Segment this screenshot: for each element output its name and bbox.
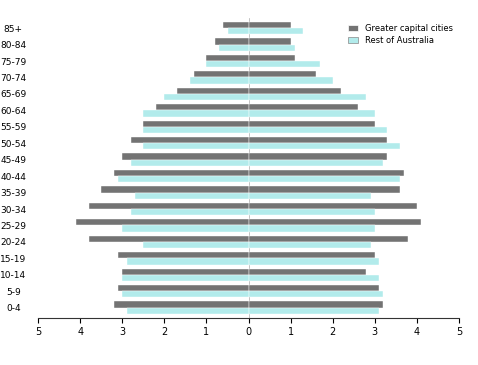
Bar [219, 45, 249, 51]
Bar [206, 55, 249, 61]
Legend: Greater capital cities, Rest of Australia: Greater capital cities, Rest of Australi… [347, 22, 455, 46]
Bar [101, 186, 249, 193]
Bar [131, 160, 249, 166]
Bar [249, 94, 366, 100]
Bar [249, 45, 295, 51]
Bar [249, 77, 333, 84]
Bar [206, 61, 249, 67]
Bar [122, 226, 249, 232]
Bar [249, 285, 379, 291]
Bar [249, 301, 383, 308]
Bar [143, 242, 249, 248]
Bar [164, 94, 249, 100]
Bar [249, 258, 379, 265]
Bar [228, 28, 249, 34]
Bar [177, 88, 249, 94]
Bar [249, 160, 383, 166]
Bar [249, 308, 379, 314]
Bar [190, 77, 249, 84]
Bar [249, 143, 400, 150]
Bar [249, 153, 387, 160]
Bar [194, 71, 249, 77]
Bar [249, 269, 366, 275]
Bar [89, 236, 249, 242]
Bar [249, 236, 408, 242]
Bar [249, 219, 421, 226]
Bar [122, 269, 249, 275]
Bar [249, 38, 291, 45]
Bar [122, 153, 249, 160]
Bar [249, 88, 341, 94]
Bar [249, 61, 320, 67]
Bar [249, 193, 370, 199]
Bar [249, 275, 379, 281]
Bar [135, 193, 249, 199]
Bar [127, 308, 249, 314]
Bar [215, 38, 249, 45]
Bar [249, 127, 387, 133]
Bar [131, 137, 249, 143]
Bar [89, 203, 249, 209]
Bar [114, 170, 249, 176]
Bar [118, 285, 249, 291]
Bar [143, 143, 249, 150]
Bar [249, 291, 383, 297]
Bar [143, 110, 249, 116]
Bar [249, 203, 417, 209]
Bar [249, 242, 370, 248]
Bar [249, 104, 358, 110]
Bar [249, 55, 295, 61]
Bar [223, 22, 249, 28]
Bar [118, 252, 249, 258]
Bar [249, 110, 375, 116]
Bar [249, 176, 400, 182]
Bar [249, 209, 375, 215]
Bar [249, 28, 303, 34]
Bar [143, 120, 249, 127]
Bar [122, 291, 249, 297]
Bar [249, 186, 400, 193]
Bar [249, 170, 404, 176]
Bar [127, 258, 249, 265]
Bar [249, 226, 375, 232]
Bar [249, 71, 316, 77]
Bar [249, 22, 291, 28]
Bar [118, 176, 249, 182]
Bar [143, 127, 249, 133]
Bar [156, 104, 249, 110]
Bar [114, 301, 249, 308]
Bar [76, 219, 249, 226]
Bar [249, 120, 375, 127]
Bar [131, 209, 249, 215]
Bar [249, 137, 387, 143]
Bar [122, 275, 249, 281]
Bar [249, 252, 375, 258]
